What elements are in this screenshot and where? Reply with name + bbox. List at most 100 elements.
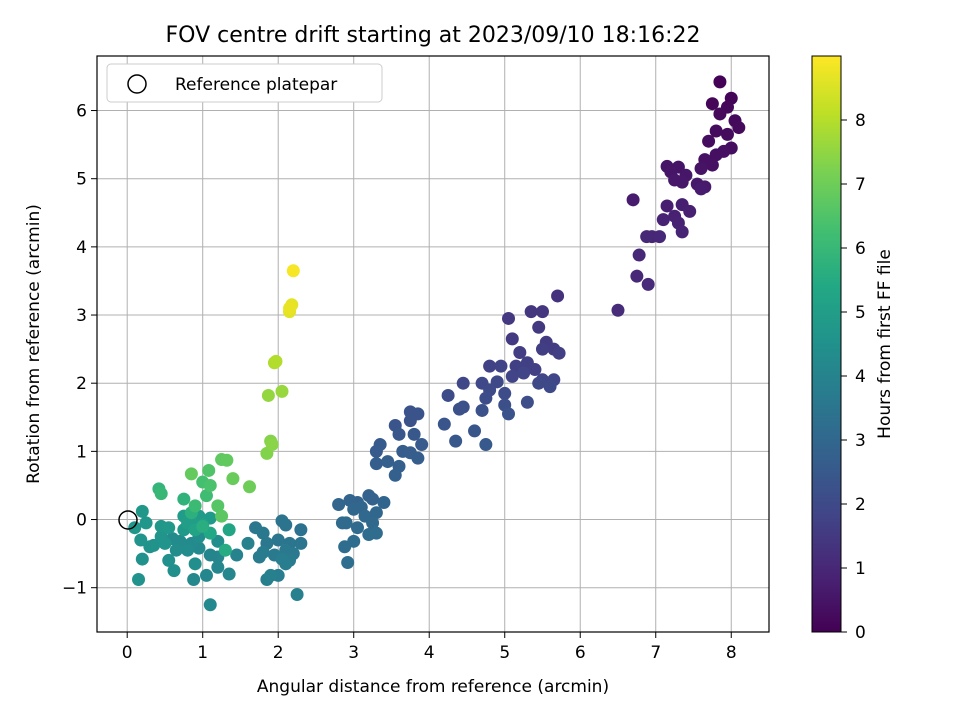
data-point — [181, 543, 195, 557]
x-tick-label: 6 — [575, 643, 586, 663]
data-point — [243, 480, 257, 494]
data-point — [341, 555, 355, 569]
colorbar: 0 1 2 3 4 5 6 7 8 Hours from first FF file — [811, 55, 895, 643]
data-point — [218, 543, 232, 557]
data-point — [241, 536, 255, 550]
data-point — [452, 402, 466, 416]
legend-entry-reference-platepar: Reference platepar — [175, 75, 337, 95]
data-point — [362, 528, 376, 542]
scatter-points — [128, 75, 746, 612]
data-point — [230, 548, 244, 562]
data-point — [660, 199, 674, 213]
data-point — [162, 553, 176, 567]
data-point — [279, 557, 293, 571]
data-point — [366, 516, 380, 530]
data-point — [339, 516, 353, 530]
data-point — [520, 395, 534, 409]
data-point — [211, 499, 225, 513]
data-point — [437, 417, 451, 431]
data-point — [264, 568, 278, 582]
data-point — [532, 376, 546, 390]
data-point — [611, 303, 625, 317]
data-point — [211, 560, 225, 574]
colorbar-tick-label: 6 — [855, 239, 866, 259]
data-point — [290, 588, 304, 602]
data-point — [211, 534, 225, 548]
data-point — [535, 342, 549, 356]
data-point — [513, 346, 527, 360]
y-tick-label: −1 — [62, 579, 87, 599]
data-point — [252, 550, 266, 564]
y-tick-label: 3 — [76, 306, 87, 326]
x-tick-label: 1 — [197, 643, 208, 663]
data-point — [369, 444, 383, 458]
x-tick-label: 0 — [122, 643, 133, 663]
data-point — [441, 388, 455, 402]
data-point — [456, 376, 470, 390]
data-point — [392, 427, 406, 441]
data-point — [132, 573, 146, 587]
data-point — [154, 530, 168, 544]
x-tick-label: 5 — [499, 643, 510, 663]
data-point — [167, 564, 181, 578]
data-point — [377, 495, 391, 509]
y-axis-label: Rotation from reference (arcmin) — [24, 204, 44, 484]
colorbar-gradient — [811, 55, 842, 633]
data-point — [275, 384, 289, 398]
colorbar-tick-label: 8 — [855, 111, 866, 131]
data-point — [694, 182, 708, 196]
data-point — [128, 521, 142, 535]
colorbar-tick-label: 4 — [855, 367, 866, 387]
data-point — [532, 320, 546, 334]
data-point — [294, 523, 308, 537]
data-point — [222, 567, 236, 581]
data-point — [265, 438, 279, 452]
data-point — [220, 453, 234, 467]
x-tick-label: 8 — [726, 643, 737, 663]
data-point — [135, 504, 149, 518]
data-point — [675, 225, 689, 239]
data-point — [709, 124, 723, 138]
legend-box — [106, 63, 383, 103]
legend: Reference platepar — [106, 63, 383, 103]
x-tick-label: 7 — [650, 643, 661, 663]
data-point — [705, 97, 719, 111]
data-point — [202, 463, 216, 477]
data-point — [403, 414, 417, 428]
data-point — [524, 305, 538, 319]
data-point — [184, 467, 198, 481]
x-axis-ticks: 0 1 2 3 4 5 6 7 8 — [122, 632, 737, 663]
x-tick-label: 4 — [424, 643, 435, 663]
data-point — [720, 127, 734, 141]
data-point — [388, 468, 402, 482]
data-point — [683, 204, 697, 218]
data-point — [483, 359, 497, 373]
data-point — [256, 526, 270, 540]
data-point — [196, 519, 210, 533]
data-point — [626, 193, 640, 207]
colorbar-ticks: 0 1 2 3 4 5 6 7 8 — [841, 111, 866, 643]
data-point — [199, 568, 213, 582]
data-point — [713, 107, 727, 121]
colorbar-label: Hours from first FF file — [875, 249, 895, 439]
data-point — [656, 213, 670, 227]
data-point — [177, 492, 191, 506]
colorbar-tick-label: 1 — [855, 559, 866, 579]
data-point — [653, 230, 667, 244]
data-point — [203, 598, 217, 612]
data-point — [188, 557, 202, 571]
chart-title: FOV centre drift starting at 2023/09/10 … — [166, 23, 701, 48]
data-point — [407, 427, 421, 441]
data-point — [350, 521, 364, 535]
data-point — [286, 264, 300, 278]
colorbar-tick-label: 5 — [855, 303, 866, 323]
data-point — [490, 375, 504, 389]
data-point — [269, 354, 283, 368]
data-point — [479, 391, 493, 405]
y-tick-label: 0 — [76, 511, 87, 531]
data-point — [188, 499, 202, 513]
data-point — [332, 498, 346, 512]
data-point — [705, 158, 719, 172]
data-point — [226, 472, 240, 486]
